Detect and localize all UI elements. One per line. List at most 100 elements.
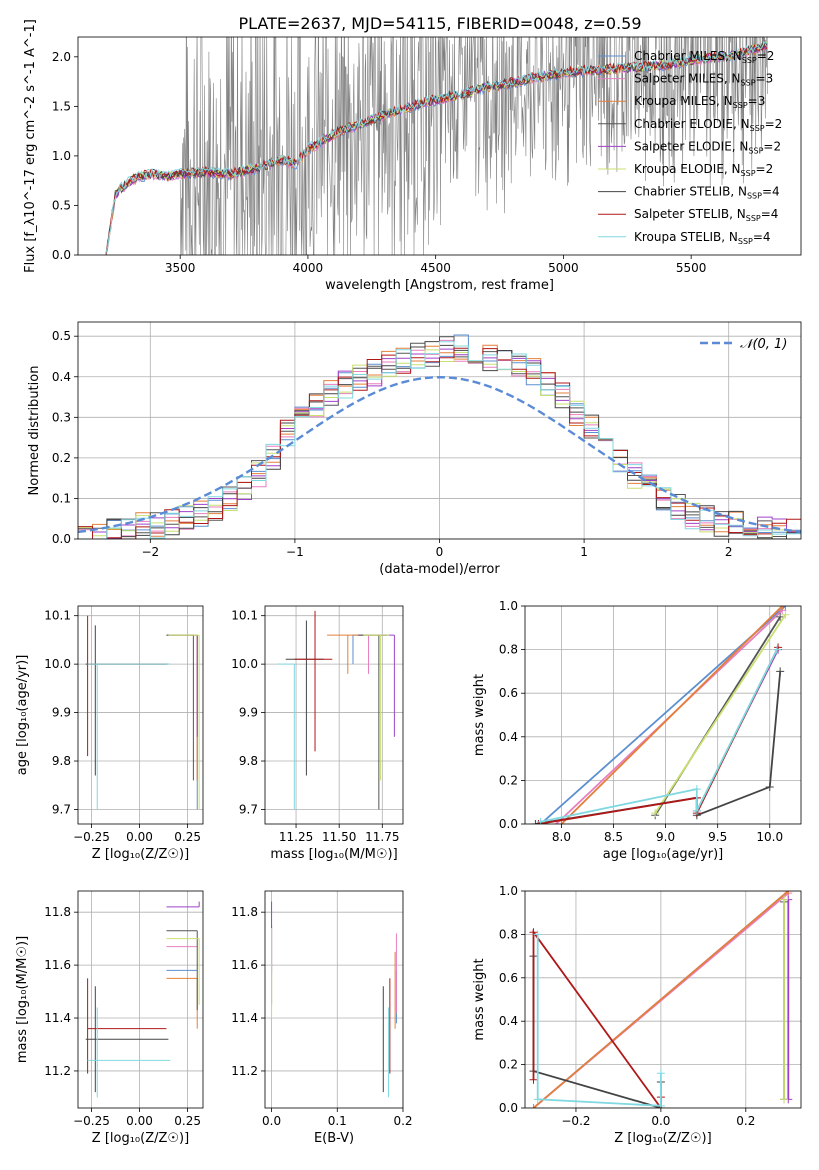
mass_vs_Z-ytick-label: 11.6 xyxy=(44,958,71,972)
spectrum-ytick-label: 0.0 xyxy=(52,248,71,262)
residuals-ytick-label: 0.1 xyxy=(52,491,71,505)
weight_vs_age-frame xyxy=(524,605,802,825)
weight_vs_age-xtick-label: 10.0 xyxy=(756,830,783,844)
weight-marker xyxy=(533,930,542,939)
legend-label: Salpeter MILES, NSSP=3 xyxy=(634,72,773,88)
errorbar-point xyxy=(168,634,200,810)
weight-marker xyxy=(774,643,783,652)
age_vs_Z-axes: −0.25 0.00 0.25 9.7 9.8 9.9 10.0 10.1 xyxy=(44,609,201,844)
weight_vs_age-ylabel: mass weight xyxy=(472,674,487,756)
residuals-plot xyxy=(78,322,801,539)
weight-marker xyxy=(529,1104,538,1108)
weight_vs_Z-xtick-label: 0.2 xyxy=(736,1114,755,1128)
weight-marker xyxy=(531,820,540,824)
spectrum-ylabel: Flux [f_λ10^-17 erg cm^-2 s^-1 A^-1] xyxy=(23,19,38,273)
weight_vs_Z-xlabel: Z [log₁₀(Z/Z☉)] xyxy=(614,1131,711,1146)
weight-marker xyxy=(780,1095,789,1104)
mass_vs_Z-plot xyxy=(78,891,203,1108)
weight-marker xyxy=(529,928,538,937)
spectrum-ytick-label: 0.5 xyxy=(52,198,71,212)
spectrum-ytick-label: 2.0 xyxy=(52,50,71,64)
mass_vs_ebv-xtick-label: 0.2 xyxy=(393,1114,412,1128)
age_vs_mass-ytick-label: 9.9 xyxy=(239,706,258,720)
mass_vs_Z-xtick-label: −0.25 xyxy=(73,1114,110,1128)
mass_vs_ebv-ytick-label: 11.8 xyxy=(231,905,258,919)
normal-curve xyxy=(78,375,801,534)
errorbar-point xyxy=(87,663,171,810)
errorbar-point xyxy=(166,938,200,1005)
legend-label: Kroupa STELIB, NSSP=4 xyxy=(634,230,771,246)
age_vs_Z-xlabel: Z [log₁₀(Z/Z☉)] xyxy=(92,847,189,862)
weight-line xyxy=(532,929,662,1108)
spectrum-xtick-label: 5500 xyxy=(676,261,707,275)
weight_vs_Z-ytick-label: 0.6 xyxy=(499,971,518,985)
residual-histogram-step xyxy=(78,349,801,539)
spectrum-plot xyxy=(105,37,768,255)
residuals-ytick-label: 0.4 xyxy=(52,370,71,384)
errorbar-point xyxy=(294,610,333,752)
weight_vs_Z-ytick-label: 0.0 xyxy=(499,1101,518,1115)
spectrum-frame xyxy=(77,36,802,256)
weight-marker xyxy=(778,606,787,610)
legend-label: Salpeter ELODIE, NSSP=2 xyxy=(634,139,781,155)
weight-marker xyxy=(781,610,790,619)
normal-legend-label: 𝒩(0, 1) xyxy=(740,337,787,352)
weight_vs_Z-ylabel: mass weight xyxy=(472,958,487,1040)
weight-marker xyxy=(536,817,545,824)
errorbar-point xyxy=(87,978,167,1074)
weight_vs_age-xtick-label: 9.5 xyxy=(708,830,727,844)
weight_vs_age-xtick-label: 8.0 xyxy=(552,830,571,844)
age_vs_Z-ylabel: age [log₁₀(age/yr)] xyxy=(15,655,30,776)
weight-marker xyxy=(656,1101,665,1108)
age_vs_Z-frame xyxy=(77,605,204,825)
weight_vs_Z-frame xyxy=(524,890,802,1109)
weight_vs_Z-xtick-label: −0.2 xyxy=(561,1114,590,1128)
weight_vs_age-xtick-label: 9.0 xyxy=(656,830,675,844)
mass_vs_ebv-xtick-label: 0.1 xyxy=(328,1114,347,1128)
age_vs_Z-xtick-label: −0.25 xyxy=(73,830,110,844)
weight-line xyxy=(535,671,782,824)
age_vs_mass-xtick-label: 11.75 xyxy=(365,830,399,844)
errorbar-point xyxy=(285,620,324,776)
errorbar-point xyxy=(87,1007,171,1098)
age_vs_mass-ytick-label: 10.1 xyxy=(231,609,258,623)
legend-label: Salpeter STELIB, NSSP=4 xyxy=(634,207,778,223)
age_vs_mass-xlabel: mass [log₁₀(M/M☉)] xyxy=(270,847,397,862)
weight-marker xyxy=(784,891,793,895)
age_vs_Z-plot xyxy=(78,606,203,824)
age_vs_Z-xtick-label: 0.00 xyxy=(126,830,153,844)
weight-line xyxy=(654,614,787,814)
mass_vs_ebv-plot xyxy=(265,891,403,1108)
weight-marker xyxy=(557,820,566,824)
weight-line xyxy=(532,891,789,1108)
errorbar-point xyxy=(85,986,169,1093)
age_vs_mass-xtick-label: 11.25 xyxy=(279,830,313,844)
spectrum-xtick-label: 5000 xyxy=(548,261,579,275)
weight_vs_Z-plot xyxy=(525,891,801,1108)
mass_vs_Z-ytick-label: 11.8 xyxy=(44,905,71,919)
errorbar-point xyxy=(87,615,167,757)
weight-marker xyxy=(651,809,660,818)
mass_vs_Z-axes: −0.25 0.00 0.25 11.2 11.4 11.6 11.8 xyxy=(44,905,201,1128)
age_vs_Z-ytick-label: 9.9 xyxy=(52,706,71,720)
mass_vs_ebv-xtick-label: 0.0 xyxy=(262,1114,281,1128)
mass_vs_Z-ylabel: mass [log₁₀(M/M☉)] xyxy=(15,936,30,1063)
residuals-xlabel: (data-model)/error xyxy=(379,562,500,577)
spectrum-ytick-label: 1.5 xyxy=(52,99,71,113)
spectrum-xtick-label: 3500 xyxy=(165,261,196,275)
spectrum-model-line xyxy=(105,44,768,254)
weight_vs_Z-ytick-label: 0.2 xyxy=(499,1058,518,1072)
weight_vs_age-xtick-label: 8.5 xyxy=(604,830,623,844)
legend-label: Kroupa MILES, NSSP=3 xyxy=(634,94,765,110)
age_vs_Z-ytick-label: 10.1 xyxy=(44,609,71,623)
age_vs_Z-ytick-label: 9.8 xyxy=(52,754,71,768)
errorbar-point xyxy=(166,930,198,1011)
age_vs_mass-plot xyxy=(265,606,403,824)
mass_vs_Z-xtick-label: 0.25 xyxy=(174,1114,201,1128)
weight-line xyxy=(560,606,783,824)
errorbar-point xyxy=(166,634,194,781)
residuals-xtick-label: −1 xyxy=(286,545,304,559)
mass_vs_ebv-ytick-label: 11.6 xyxy=(231,958,258,972)
age_vs_mass-xtick-label: 11.50 xyxy=(322,830,356,844)
